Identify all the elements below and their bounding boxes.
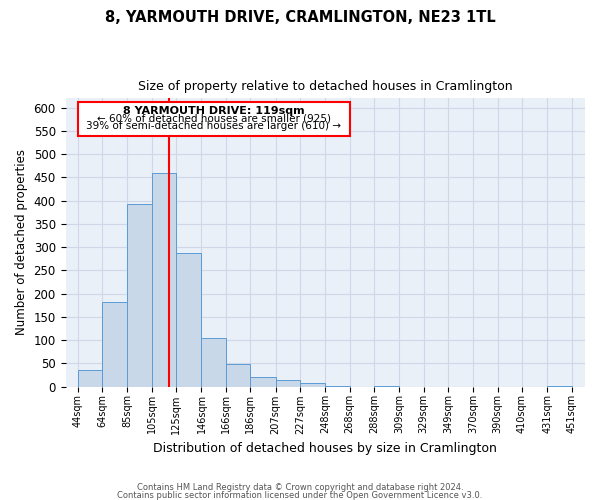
Bar — [127, 204, 152, 386]
Bar — [226, 364, 250, 386]
Bar — [202, 338, 226, 386]
Text: 8, YARMOUTH DRIVE, CRAMLINGTON, NE23 1TL: 8, YARMOUTH DRIVE, CRAMLINGTON, NE23 1TL — [104, 10, 496, 25]
X-axis label: Distribution of detached houses by size in Cramlington: Distribution of detached houses by size … — [154, 442, 497, 455]
Text: 39% of semi-detached houses are larger (610) →: 39% of semi-detached houses are larger (… — [86, 120, 341, 130]
FancyBboxPatch shape — [77, 102, 350, 136]
Bar — [152, 172, 176, 386]
Y-axis label: Number of detached properties: Number of detached properties — [15, 150, 28, 336]
Bar — [176, 253, 202, 386]
Title: Size of property relative to detached houses in Cramlington: Size of property relative to detached ho… — [138, 80, 512, 93]
Text: Contains public sector information licensed under the Open Government Licence v3: Contains public sector information licen… — [118, 490, 482, 500]
Bar — [102, 302, 127, 386]
Bar — [77, 370, 102, 386]
Text: Contains HM Land Registry data © Crown copyright and database right 2024.: Contains HM Land Registry data © Crown c… — [137, 484, 463, 492]
Text: 8 YARMOUTH DRIVE: 119sqm: 8 YARMOUTH DRIVE: 119sqm — [123, 106, 304, 116]
Bar — [300, 384, 325, 386]
Text: ← 60% of detached houses are smaller (925): ← 60% of detached houses are smaller (92… — [97, 114, 331, 124]
Bar — [275, 380, 300, 386]
Bar — [250, 377, 275, 386]
